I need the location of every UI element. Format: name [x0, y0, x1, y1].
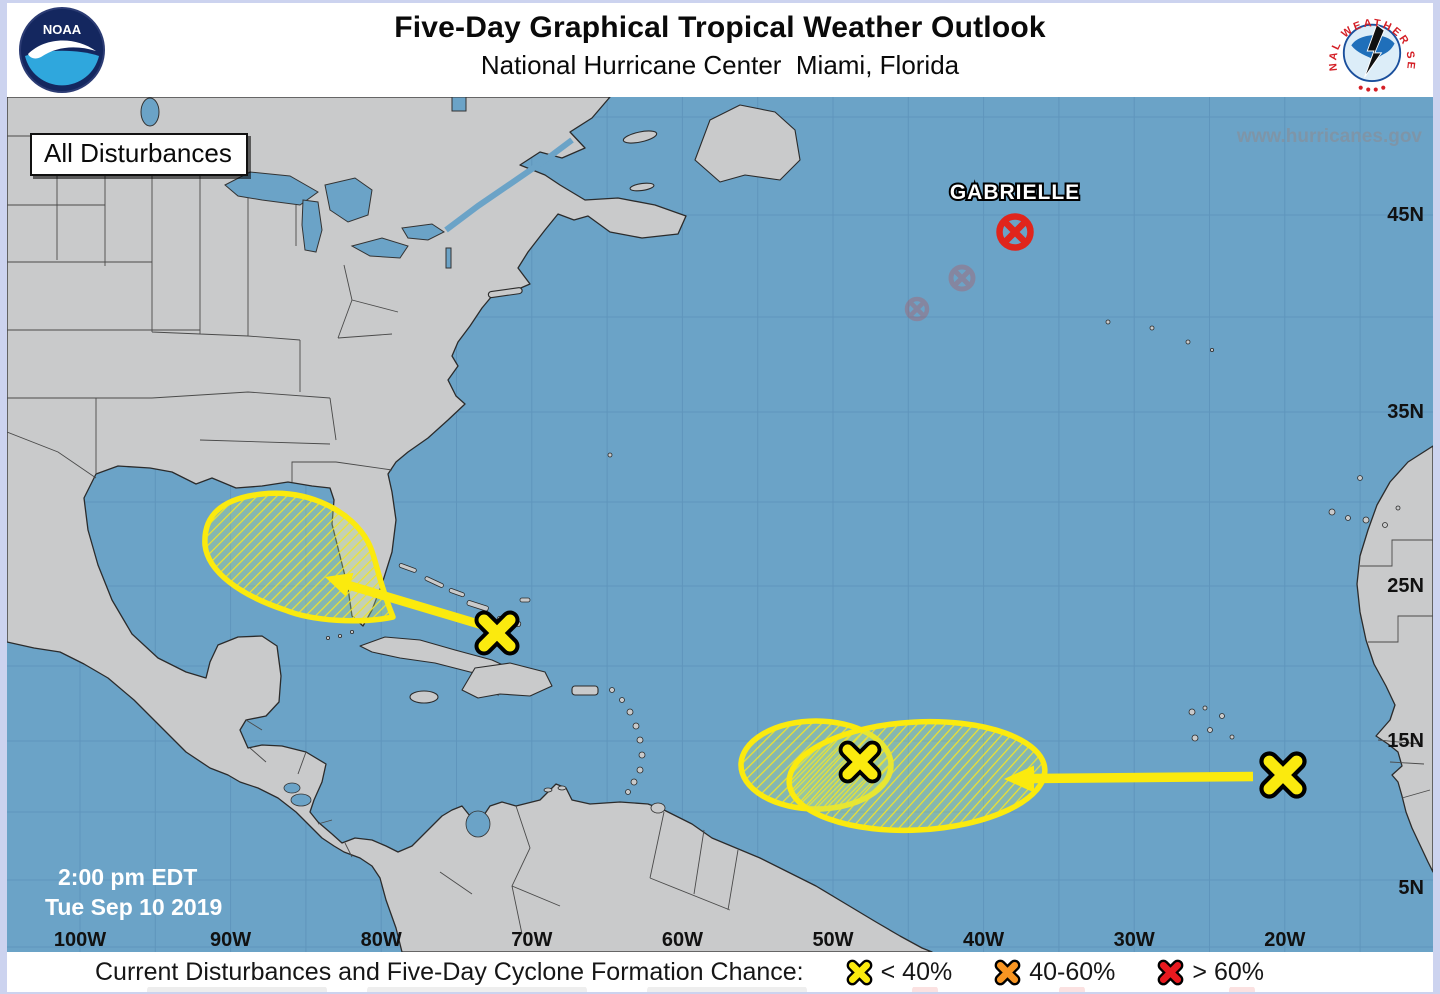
- storm-gabrielle-label: GABRIELLE: [950, 181, 1080, 204]
- lon-label-30w: 30W: [1114, 929, 1155, 951]
- storm-gabrielle-symbol[interactable]: [996, 213, 1034, 251]
- lon-label-20w: 20W: [1264, 929, 1305, 951]
- watermark: www.hurricanes.gov: [1236, 126, 1423, 147]
- long-island: [487, 287, 523, 299]
- timestamp-time: 2:00 pm EDT: [58, 864, 197, 890]
- noaa-logo: NOAA: [19, 7, 105, 93]
- nws-lightning-icon: [1364, 23, 1385, 78]
- noaa-logo-sea: [25, 50, 99, 86]
- nws-logo: NATIONAL WEATHER SERVICE: [1321, 4, 1415, 92]
- cutoff-text-row: [7, 987, 1433, 992]
- timestamp: 2:00 pm EDT Tue Sep 10 2019: [45, 864, 222, 920]
- lat-label-25n: 25N: [1387, 575, 1424, 597]
- land-africa: [1356, 445, 1433, 873]
- nws-logo-stars: [1358, 85, 1386, 92]
- legend: Current Disturbances and Five-Day Cyclon…: [7, 952, 1433, 992]
- lon-label-80w: 80W: [361, 929, 402, 951]
- great-lakes: [140, 96, 467, 269]
- hispaniola: [461, 662, 553, 699]
- gulf-disturbance-x-marker-icon[interactable]: [484, 620, 510, 646]
- header-titles: Five-Day Graphical Tropical Weather Outl…: [7, 11, 1433, 81]
- lon-label-90w: 90W: [210, 929, 251, 951]
- outlook-map[interactable]: GABRIELLE www.hurricanes.gov 2:00 pm EDT…: [7, 96, 1433, 953]
- page-subtitle: National Hurricane Center Miami, Florida: [480, 50, 960, 80]
- lon-label-70w: 70W: [511, 929, 552, 951]
- jamaica: [409, 690, 439, 704]
- latitude-labels: 45N 35N 25N 15N 5N: [1387, 204, 1424, 899]
- page-title: Five-Day Graphical Tropical Weather Outl…: [394, 11, 1046, 44]
- lat-label-35n: 35N: [1387, 401, 1424, 423]
- legend-label-medium: 40-60%: [1029, 957, 1116, 986]
- longitude-labels: 100W 90W 80W 70W 60W 50W 40W 30W 20W: [54, 929, 1306, 951]
- islands: [359, 104, 801, 704]
- st-lawrence-river: [444, 137, 574, 233]
- lat-label-45n: 45N: [1387, 204, 1424, 226]
- lat-label-15n: 15N: [1387, 730, 1424, 752]
- anticosti: [622, 130, 658, 144]
- central-atlantic-x-marker-icon[interactable]: [848, 750, 873, 775]
- noaa-bird-icon: [28, 40, 96, 59]
- lon-label-100w: 100W: [54, 929, 106, 951]
- legend-label-low: < 40%: [880, 957, 953, 986]
- disturbance-arrow-atlantic: [1004, 765, 1254, 793]
- red-x-icon: [1158, 959, 1184, 985]
- noaa-logo-text: NOAA: [43, 22, 82, 37]
- outlook-map-svg[interactable]: GABRIELLE www.hurricanes.gov 2:00 pm EDT…: [7, 96, 1433, 953]
- all-disturbances-label: All Disturbances: [30, 133, 248, 176]
- legend-item-high: > 60%: [1157, 958, 1264, 987]
- gabrielle-prior-positions: [904, 264, 976, 322]
- header: NOAA Five-Day Graphical Tropical Weather…: [7, 3, 1433, 97]
- lat-label-5n: 5N: [1398, 877, 1424, 899]
- disturbance-arrow-gulf: [325, 572, 494, 633]
- legend-item-medium: 40-60%: [994, 958, 1115, 987]
- eastern-atlantic-x-marker-icon[interactable]: [1269, 761, 1296, 788]
- legend-label-high: > 60%: [1192, 957, 1264, 986]
- latin-america-lakes: [283, 782, 491, 838]
- yellow-x-icon: [846, 959, 873, 985]
- lon-label-60w: 60W: [662, 929, 703, 951]
- legend-caption: Current Disturbances and Five-Day Cyclon…: [95, 957, 804, 986]
- lon-label-50w: 50W: [812, 929, 853, 951]
- orange-x-icon: [994, 959, 1021, 985]
- newfoundland: [694, 104, 801, 183]
- legend-item-low: < 40%: [846, 957, 953, 987]
- prince-edward: [629, 182, 655, 192]
- timestamp-date: Tue Sep 10 2019: [45, 894, 222, 920]
- puerto-rico: [571, 685, 599, 696]
- lon-label-40w: 40W: [963, 929, 1004, 951]
